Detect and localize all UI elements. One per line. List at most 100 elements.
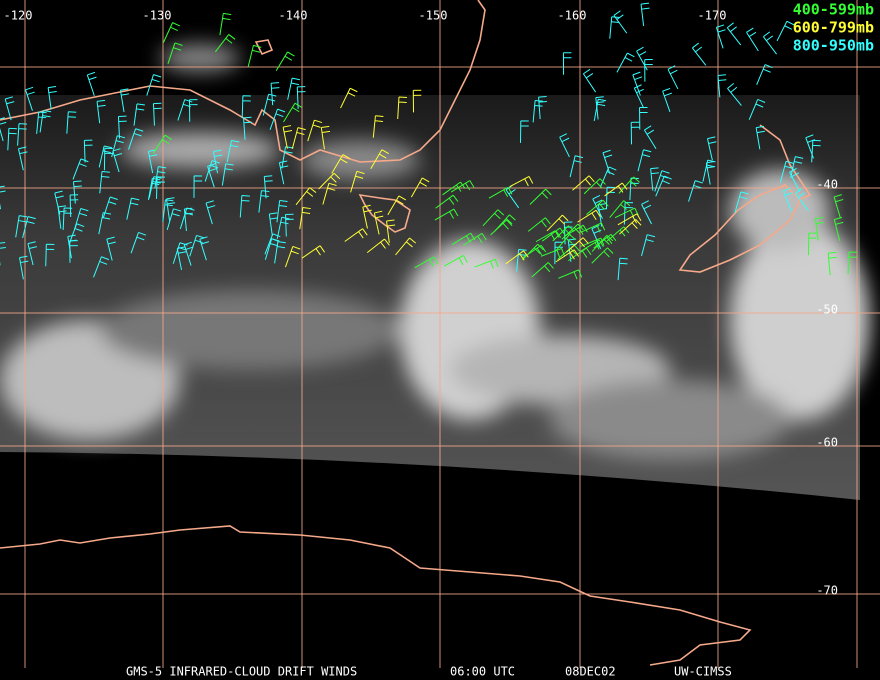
wind-barb [591, 225, 602, 250]
wind-barb [25, 86, 35, 111]
wind-barb [516, 249, 527, 272]
lat-label: -50 [816, 303, 838, 317]
lon-label: -160 [558, 9, 587, 23]
wind-barb [606, 226, 630, 242]
wind-barb [527, 217, 551, 232]
wind-barb [207, 163, 217, 188]
wind-barb [706, 136, 717, 161]
lon-label: -140 [279, 9, 308, 23]
wind-barb [554, 234, 576, 252]
caption-time: 06:00 UTC [450, 665, 515, 679]
wind-barb [779, 160, 794, 183]
wind-barb [166, 208, 182, 231]
wind-barb [0, 185, 6, 210]
wind-barb [558, 269, 583, 280]
wind-barb [83, 139, 93, 163]
wind-barb [320, 125, 331, 150]
wind-barb [552, 225, 575, 242]
coastlines [0, 0, 812, 666]
wind-barb [494, 214, 516, 232]
wind-barb [72, 158, 89, 180]
caption-source: UW-CIMSS [674, 665, 732, 679]
wind-barb [264, 233, 281, 255]
wind-barb [39, 110, 52, 133]
wind-barb [509, 176, 534, 188]
wind-barb [443, 255, 468, 267]
wind-barb [165, 197, 176, 221]
wind-barb [241, 95, 251, 118]
wind-barb [482, 209, 505, 227]
wind-barb [189, 234, 205, 257]
wind-barb [17, 123, 27, 146]
wind-barb [827, 251, 837, 276]
wind-barb [15, 215, 28, 238]
wind-barb [373, 210, 384, 235]
wind-barb [650, 167, 660, 191]
wind-barb [179, 207, 195, 230]
wind-barb [226, 139, 240, 163]
wind-barb [811, 139, 821, 163]
wind-barb [641, 200, 653, 225]
wind-barb [112, 148, 123, 173]
wind-barb [605, 186, 616, 210]
wind-barb [847, 251, 857, 274]
wind-barb [540, 247, 565, 258]
lon-label: -130 [143, 9, 172, 23]
wind-barb [688, 180, 703, 202]
wind-barb [591, 247, 614, 264]
wind-barb [637, 149, 652, 172]
wind-barb [128, 128, 144, 150]
lat-label: -60 [816, 436, 838, 450]
wind-barb [284, 245, 301, 268]
wind-barb [655, 175, 672, 197]
wind-barb [583, 178, 606, 195]
wind-barb [287, 77, 301, 100]
wind-barb [630, 121, 640, 145]
wind-barb [643, 125, 657, 149]
wind-barb [734, 191, 749, 214]
wind-barb [86, 71, 97, 96]
wind-barb [529, 188, 552, 205]
wind-barb [36, 111, 47, 134]
wind-barb [572, 175, 595, 191]
wind-barb [616, 52, 635, 73]
wind-barb [19, 255, 29, 280]
wind-barb [93, 256, 110, 278]
wind-barb [176, 246, 187, 271]
wind-barb [546, 214, 569, 232]
wind-barb [27, 241, 37, 266]
wind-barb [274, 241, 286, 264]
wind-barb [152, 102, 162, 126]
wind-barb [442, 181, 466, 196]
wind-barb [57, 205, 67, 229]
wind-barb [282, 125, 293, 149]
wind-barb [7, 127, 17, 151]
caption-date: 08DEC02 [565, 665, 616, 679]
wind-barb [47, 86, 57, 110]
wind-barb [17, 146, 28, 171]
wind-barb [756, 64, 773, 86]
wind-barb [69, 194, 79, 218]
wind-barb [555, 249, 580, 263]
wind-barb [331, 154, 351, 174]
wind-barb [782, 187, 793, 212]
wind-barb [814, 217, 825, 241]
wind-barb [177, 99, 193, 121]
lon-labels: -120 -130 -140 -150 -160 -170 [4, 9, 727, 23]
wind-barb [133, 103, 145, 126]
wind-barb [193, 175, 203, 198]
wind-barb [262, 93, 277, 116]
legend-entry: 800-950mb [793, 37, 874, 55]
wind-barb [66, 111, 77, 134]
wind-barb [794, 188, 810, 212]
caption-product: GMS-5 INFRARED-CLOUD DRIFT WINDS [126, 665, 357, 679]
wind-barb [0, 117, 7, 142]
wind-barb [617, 257, 628, 281]
wind-barb [307, 119, 323, 142]
wind-barb [662, 87, 672, 113]
wind-barb [387, 195, 407, 216]
wind-barb [299, 206, 311, 230]
wind-barb [595, 96, 605, 120]
clouds [0, 44, 870, 460]
